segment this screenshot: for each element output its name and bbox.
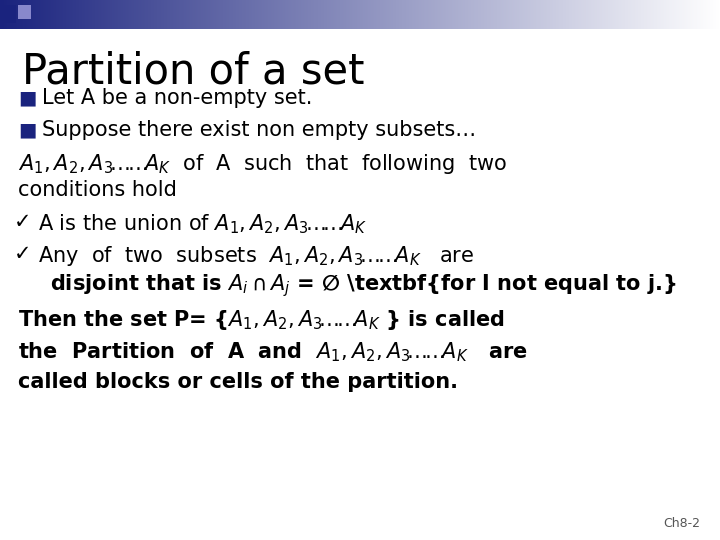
Text: ✓: ✓ bbox=[14, 212, 32, 232]
Text: called blocks or cells of the partition.: called blocks or cells of the partition. bbox=[18, 372, 458, 392]
Text: Any  of  two  subsets  $A_1,A_2,A_3\!\ldots\!\ldots\! A_K$   are: Any of two subsets $A_1,A_2,A_3\!\ldots\… bbox=[38, 244, 474, 268]
Text: the  Partition  of  A  and  $A_1,A_2,A_3\!\ldots\!\ldots\! A_K$   are: the Partition of A and $A_1,A_2,A_3\!\ld… bbox=[18, 340, 528, 363]
Text: Partition of a set: Partition of a set bbox=[22, 50, 364, 92]
Text: ✓: ✓ bbox=[14, 244, 32, 264]
Text: ■: ■ bbox=[18, 120, 37, 139]
Text: conditions hold: conditions hold bbox=[18, 180, 177, 200]
Text: A is the union of $A_1,A_2,A_3\!\ldots\!\ldots\! A_K$: A is the union of $A_1,A_2,A_3\!\ldots\!… bbox=[38, 212, 367, 235]
Text: Then the set P= {$A_1,A_2,A_3\!\ldots\!\ldots\! A_K$ } is called: Then the set P= {$A_1,A_2,A_3\!\ldots\!\… bbox=[18, 308, 505, 332]
Bar bbox=[3, 5, 16, 23]
Text: disjoint that is $A_i \cap A_j$ = $\bf{\varnothing}$ \textbf{for I not equal to : disjoint that is $A_i \cap A_j$ = $\bf{\… bbox=[50, 272, 677, 299]
Text: Ch8-2: Ch8-2 bbox=[663, 517, 700, 530]
Text: Suppose there exist non empty subsets…: Suppose there exist non empty subsets… bbox=[42, 120, 476, 140]
Text: ■: ■ bbox=[18, 88, 37, 107]
Text: $A_1,A_2,A_3\!\ldots\!\ldots\! A_K$  of  A  such  that  following  two: $A_1,A_2,A_3\!\ldots\!\ldots\! A_K$ of A… bbox=[18, 152, 507, 176]
Bar bbox=[18, 5, 31, 19]
Text: Let A be a non-empty set.: Let A be a non-empty set. bbox=[42, 88, 312, 108]
